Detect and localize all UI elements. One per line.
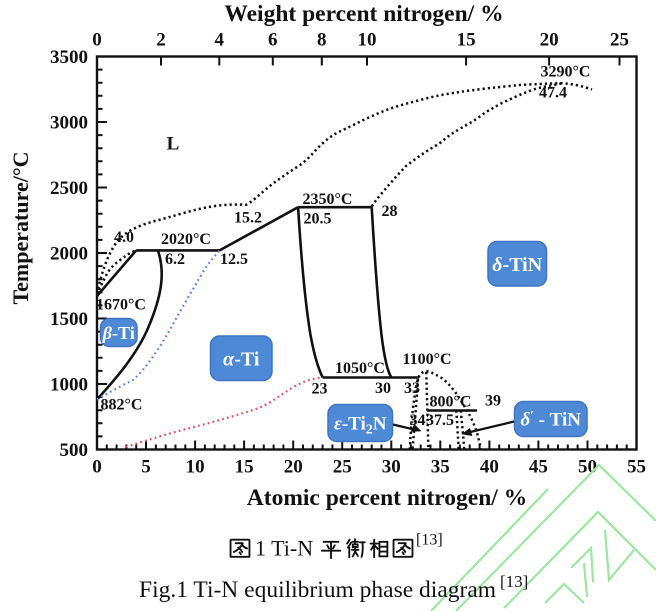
svg-text:12.5: 12.5 xyxy=(220,251,248,268)
svg-text:55: 55 xyxy=(627,457,646,478)
svg-text:882°C: 882°C xyxy=(101,397,143,414)
svg-text:1000: 1000 xyxy=(50,375,88,396)
svg-text:[13]: [13] xyxy=(500,572,528,591)
svg-text:1050°C: 1050°C xyxy=(335,360,385,377)
svg-text:2500: 2500 xyxy=(50,178,88,199)
svg-text:[13]: [13] xyxy=(416,532,443,549)
svg-text:34: 34 xyxy=(410,412,426,429)
svg-text:2350°C: 2350°C xyxy=(303,191,353,208)
svg-text:8: 8 xyxy=(317,30,327,51)
svg-text:15.2: 15.2 xyxy=(234,210,262,227)
svg-text:10: 10 xyxy=(358,30,377,51)
svg-text:2020°C: 2020°C xyxy=(161,231,211,248)
svg-text:30: 30 xyxy=(382,457,401,478)
svg-text:15: 15 xyxy=(235,457,254,478)
svg-text:30: 30 xyxy=(375,380,391,397)
svg-text:4: 4 xyxy=(215,30,225,51)
svg-text:4.0: 4.0 xyxy=(114,229,134,246)
svg-text:Weight percent nitrogen/ %: Weight percent nitrogen/ % xyxy=(224,1,503,27)
svg-text:Fig.1 Ti-N equilibrium phase d: Fig.1 Ti-N equilibrium phase diagram xyxy=(139,577,496,603)
svg-text:15: 15 xyxy=(457,30,476,51)
svg-text:33: 33 xyxy=(404,380,420,397)
svg-text:Temperature/°C: Temperature/°C xyxy=(8,151,33,304)
svg-text:3290°C: 3290°C xyxy=(541,64,591,81)
svg-text:1100°C: 1100°C xyxy=(402,351,451,368)
svg-text:0: 0 xyxy=(92,30,102,51)
svg-text:20: 20 xyxy=(540,30,559,51)
svg-text:1500: 1500 xyxy=(50,309,88,330)
svg-text:45: 45 xyxy=(529,457,548,478)
svg-text:1 Ti-N: 1 Ti-N xyxy=(255,536,313,561)
svg-text:20.5: 20.5 xyxy=(304,211,332,228)
svg-text:0: 0 xyxy=(92,457,102,478)
svg-text:500: 500 xyxy=(60,440,89,461)
svg-text:L: L xyxy=(167,134,180,155)
svg-text:35: 35 xyxy=(431,457,450,478)
svg-text:800°C: 800°C xyxy=(430,394,472,411)
svg-text:25: 25 xyxy=(610,30,629,51)
svg-text:α-Ti: α-Ti xyxy=(223,348,260,370)
svg-text:2: 2 xyxy=(156,30,166,51)
svg-text:Atomic percent nitrogen/ %: Atomic percent nitrogen/ % xyxy=(247,485,527,511)
svg-text:2000: 2000 xyxy=(50,244,88,265)
svg-text:25: 25 xyxy=(333,457,352,478)
svg-text:40: 40 xyxy=(480,457,499,478)
svg-text:39: 39 xyxy=(485,393,501,410)
svg-text:20: 20 xyxy=(284,457,303,478)
svg-text:6: 6 xyxy=(268,30,278,51)
svg-text:5: 5 xyxy=(141,457,151,478)
svg-text:δ-TiN: δ-TiN xyxy=(492,254,542,276)
svg-text:47.4: 47.4 xyxy=(539,85,567,102)
svg-text:β-Ti: β-Ti xyxy=(102,323,135,343)
svg-text:50: 50 xyxy=(578,457,597,478)
svg-text:1670°C: 1670°C xyxy=(96,297,146,314)
svg-text:3000: 3000 xyxy=(50,113,88,134)
svg-text:ε-Ti2N: ε-Ti2N xyxy=(334,414,387,438)
svg-text:3500: 3500 xyxy=(50,47,88,68)
svg-text:10: 10 xyxy=(186,457,205,478)
svg-text:37.5: 37.5 xyxy=(426,412,454,429)
svg-text:28: 28 xyxy=(382,203,398,220)
svg-text:δ′ - TiN: δ′ - TiN xyxy=(520,408,581,431)
svg-text:23: 23 xyxy=(312,381,328,398)
svg-text:6.2: 6.2 xyxy=(165,251,185,268)
